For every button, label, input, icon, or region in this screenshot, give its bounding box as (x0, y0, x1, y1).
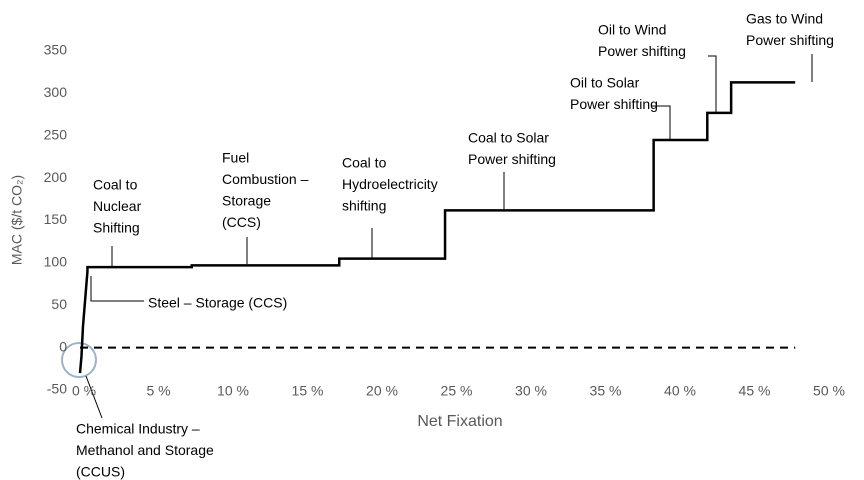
annotation: Hydroelectricity (342, 176, 438, 192)
annotation: Power shifting (468, 151, 556, 167)
x-tick-label: 10 % (217, 383, 249, 399)
x-tick-label: 35 % (590, 383, 622, 399)
annotation: Shifting (93, 220, 140, 236)
x-tick-label: 30 % (515, 383, 547, 399)
leader-lines (85, 54, 813, 419)
x-axis-label: Net Fixation (417, 413, 502, 430)
leader-line (85, 375, 103, 419)
annotation: Power shifting (746, 32, 834, 48)
annotation: Steel – Storage (CCS) (148, 295, 287, 311)
x-tick-label: 40 % (664, 383, 696, 399)
y-axis-label: MAC ($/t CO₂) (9, 175, 25, 265)
annotation: Nuclear (93, 198, 142, 214)
y-tick-label: 100 (44, 254, 68, 270)
annotation: Power shifting (598, 43, 686, 59)
x-tick-label: 25 % (441, 383, 473, 399)
annotation: (CCUS) (76, 464, 125, 480)
x-tick-label: 45 % (739, 383, 771, 399)
y-tick-label: 150 (44, 211, 68, 227)
y-tick-label: 0 (59, 338, 67, 354)
leader-line (652, 105, 671, 140)
annotation: Coal to (93, 177, 138, 193)
annotation: Chemical Industry – (76, 421, 200, 437)
y-tick-label: -50 (47, 381, 67, 397)
x-tick-label: 20 % (366, 383, 398, 399)
x-tick-label: 50 % (813, 383, 845, 399)
x-tick-label: 15 % (292, 383, 324, 399)
mac-curve (78, 81, 796, 374)
annotation: Coal to Solar (468, 130, 549, 146)
annotation: Fuel (222, 150, 249, 166)
annotation: Oil to Wind (598, 22, 666, 38)
leader-line (90, 276, 144, 302)
y-tick-label: 50 (51, 296, 67, 312)
x-tick-label: 0 % (72, 383, 96, 399)
annotation: Methanol and Storage (76, 442, 214, 458)
y-tick-label: 300 (44, 84, 68, 100)
leader-line (708, 55, 717, 112)
annotation: (CCS) (222, 214, 261, 230)
y-tick-label: 200 (44, 169, 68, 185)
y-tick-label: 350 (44, 42, 68, 58)
x-tick-label: 5 % (146, 383, 170, 399)
highlight-circle (61, 342, 97, 378)
annotation: Combustion – (222, 171, 309, 187)
annotation: Power shifting (570, 96, 658, 112)
y-tick-label: 250 (44, 126, 68, 142)
annotation: Storage (222, 193, 271, 209)
annotation: Coal to (342, 155, 387, 171)
annotation: shifting (342, 198, 386, 214)
annotation: Oil to Solar (570, 75, 640, 91)
annotation: Gas to Wind (746, 11, 823, 27)
